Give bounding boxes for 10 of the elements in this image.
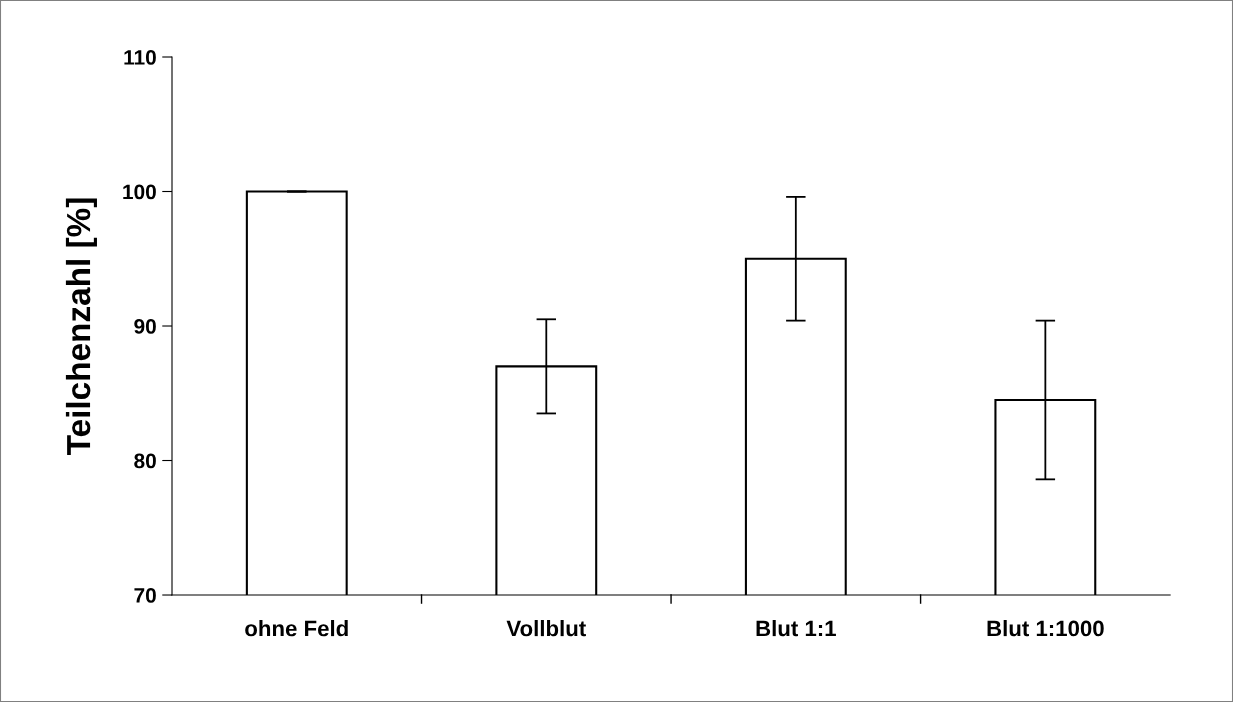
y-tick-label: 110 — [124, 50, 156, 65]
y-tick-label: 70 — [134, 588, 156, 603]
y-axis-title: Teilchenzahl [%] — [65, 198, 97, 455]
y-tick-label: 100 — [123, 184, 156, 200]
y-tick-label: 90 — [134, 319, 156, 334]
y-tick-label: 80 — [134, 453, 156, 469]
x-tick-label: Blut 1:1 — [756, 620, 836, 637]
x-tick-label: Blut 1:1000 — [987, 620, 1104, 637]
x-tick-label: Vollblut — [506, 620, 586, 637]
x-tick-label: ohne Feld — [245, 620, 348, 637]
